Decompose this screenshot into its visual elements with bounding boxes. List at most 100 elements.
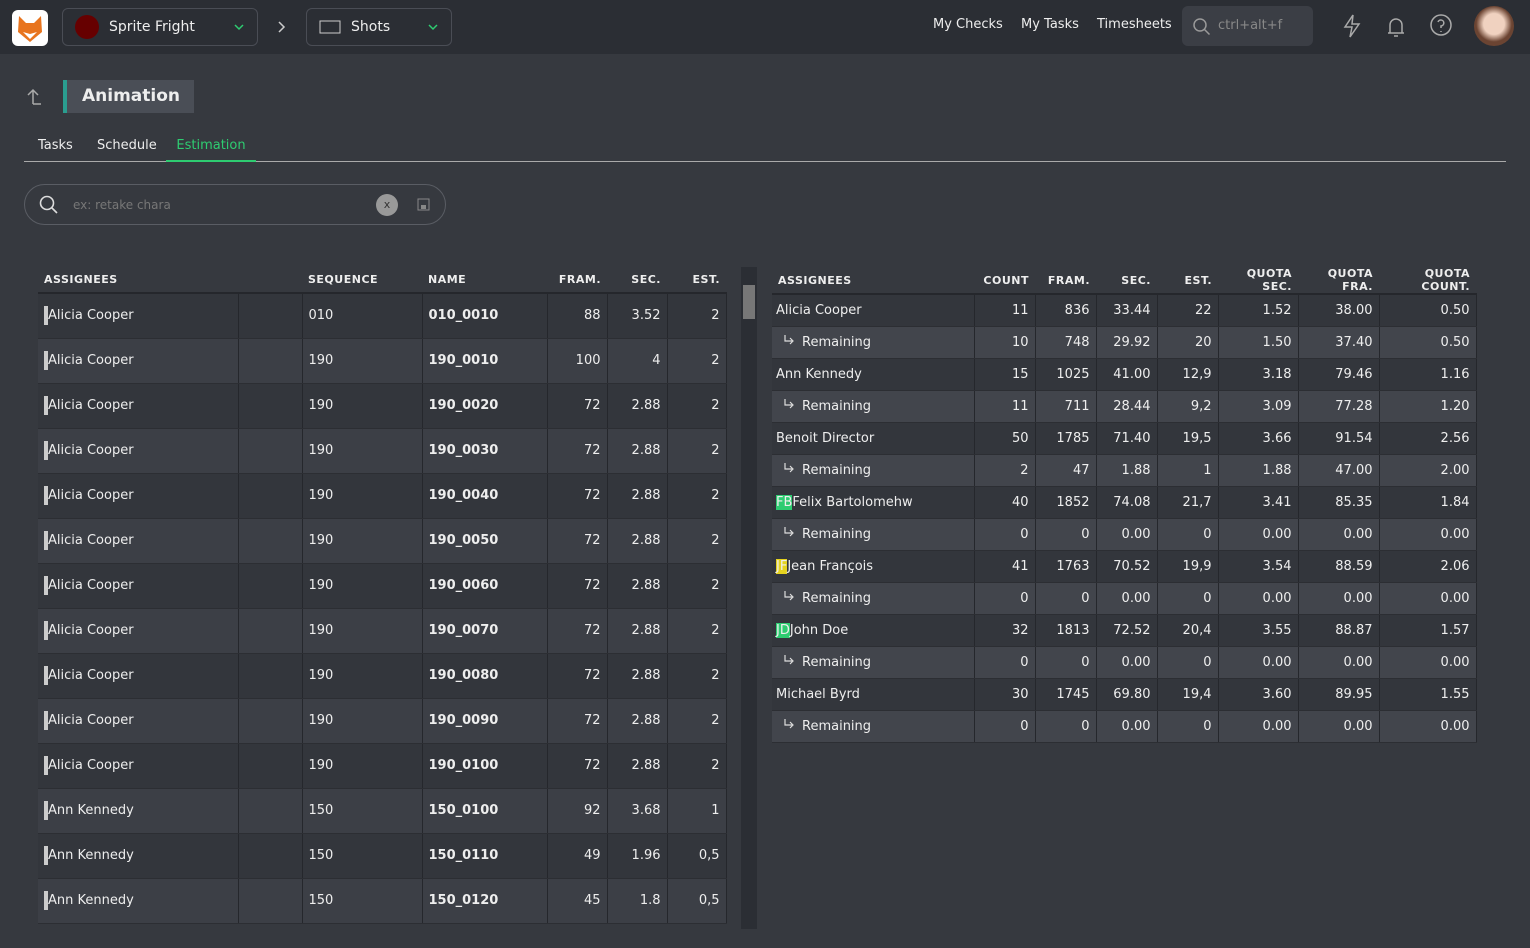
thumbnail-cell xyxy=(238,473,303,519)
section-name: Shots xyxy=(351,19,391,35)
shot-row: Ann Kennedy 150 150_0110 49 1.96 0,5 xyxy=(38,833,727,879)
scrollbar[interactable] xyxy=(741,267,757,929)
number-cell: 41 xyxy=(974,550,1036,583)
number-cell: 3.60 xyxy=(1218,678,1299,711)
remaining-row: Remaining 0 0 0.00 0 0.00 0.00 0.00 xyxy=(772,518,1477,551)
filter-box[interactable]: ex: retake chara x xyxy=(24,184,446,225)
number-cell: 1.50 xyxy=(1218,326,1299,359)
number-cell: 2.56 xyxy=(1379,422,1477,455)
nav-link[interactable]: My Tasks xyxy=(1021,17,1079,32)
shot-name: 190_0030 xyxy=(422,428,548,474)
number-cell: 72 xyxy=(547,563,608,609)
assignee-cell: Alicia Cooper xyxy=(38,473,239,519)
number-cell: 15 xyxy=(974,358,1036,391)
shot-name: 190_0040 xyxy=(422,473,548,519)
person-row: Ann Kennedy 15 1025 41.00 12,9 3.18 79.46 1.16 xyxy=(772,358,1477,391)
production-select[interactable]: Sprite Fright xyxy=(62,8,258,46)
assignee-name: Ann Kennedy xyxy=(48,848,134,863)
number-cell: 0.00 xyxy=(1096,646,1158,679)
assignee-cell: Remaining xyxy=(772,326,975,359)
assignee-name: Ann Kennedy xyxy=(48,893,134,908)
search-box[interactable]: ctrl+alt+f xyxy=(1182,6,1313,46)
sequence: 190 xyxy=(302,743,423,789)
number-cell: 2 xyxy=(667,338,727,384)
number-cell: 1.52 xyxy=(1218,294,1299,327)
number-cell: 1785 xyxy=(1035,422,1097,455)
assignee-name: Remaining xyxy=(802,719,872,734)
avatar xyxy=(44,846,48,865)
number-cell: 79.46 xyxy=(1298,358,1380,391)
number-cell: 2.88 xyxy=(607,653,668,699)
remaining-arrow xyxy=(784,463,794,473)
number-cell: 38.00 xyxy=(1298,294,1380,327)
thumbnail-cell xyxy=(238,608,303,654)
assignee-name: Alicia Cooper xyxy=(48,443,134,458)
assignee-name: Remaining xyxy=(802,335,872,350)
toolbar-icons[interactable] xyxy=(1340,13,1460,39)
back-button[interactable] xyxy=(24,86,44,106)
tab-active[interactable]: Estimation xyxy=(166,138,256,162)
assignee-name: Alicia Cooper xyxy=(48,533,134,548)
production-icon xyxy=(75,15,99,39)
assignee-cell: Remaining xyxy=(772,518,975,551)
thumbnail-cell xyxy=(238,833,303,879)
assignee-name: Alicia Cooper xyxy=(48,353,134,368)
tab[interactable]: Schedule xyxy=(97,138,157,153)
avatar xyxy=(44,891,48,910)
shot-name: 190_0080 xyxy=(422,653,548,699)
shot-name: 150_0120 xyxy=(422,878,548,924)
shot-row: Alicia Cooper 190 190_0070 72 2.88 2 xyxy=(38,608,727,654)
number-cell: 1 xyxy=(667,788,727,834)
number-cell: 0 xyxy=(1035,646,1097,679)
number-cell: 0.50 xyxy=(1379,326,1477,359)
tab[interactable]: Tasks xyxy=(38,138,73,153)
save-icon[interactable] xyxy=(417,198,431,212)
assignee-cell: Ann Kennedy xyxy=(38,788,239,834)
sequence: 190 xyxy=(302,428,423,474)
number-cell: 3.18 xyxy=(1218,358,1299,391)
number-cell: 47 xyxy=(1035,454,1097,487)
thumbnail-cell xyxy=(238,338,303,384)
number-cell: 0 xyxy=(1035,710,1097,743)
number-cell: 72 xyxy=(547,383,608,429)
thumbnail-cell xyxy=(238,743,303,789)
number-cell: 0.00 xyxy=(1218,646,1299,679)
assignee-cell: Alicia Cooper xyxy=(38,608,239,654)
remaining-row: Remaining 2 47 1.88 1 1.88 47.00 2.00 xyxy=(772,454,1477,487)
number-cell: 2.06 xyxy=(1379,550,1477,583)
assignee-cell: JFJean François xyxy=(772,550,975,583)
shot-name: 190_0050 xyxy=(422,518,548,564)
nav-link[interactable]: Timesheets xyxy=(1097,17,1172,32)
shot-name: 150_0100 xyxy=(422,788,548,834)
user-avatar[interactable] xyxy=(1474,6,1514,46)
number-cell: 1852 xyxy=(1035,486,1097,519)
number-cell: 19,9 xyxy=(1157,550,1219,583)
number-cell: 49 xyxy=(547,833,608,879)
number-cell: 91.54 xyxy=(1298,422,1380,455)
top-bar: Sprite Fright Shots My Checks My Tasks T… xyxy=(0,0,1530,54)
assignee-cell: Alicia Cooper xyxy=(772,294,975,327)
number-cell: 74.08 xyxy=(1096,486,1158,519)
chevron xyxy=(234,24,244,31)
thumbnail-cell xyxy=(238,293,303,339)
person-row: Benoit Director 50 1785 71.40 19,5 3.66 91.54 2… xyxy=(772,422,1477,455)
number-cell: 0.00 xyxy=(1218,710,1299,743)
number-cell: 711 xyxy=(1035,390,1097,423)
tabs-line xyxy=(24,161,1506,162)
filter-placeholder: ex: retake chara xyxy=(73,198,171,212)
clear-button[interactable]: x xyxy=(376,194,398,216)
number-cell: 10 xyxy=(974,326,1036,359)
section-select[interactable]: Shots xyxy=(306,8,452,46)
remaining-row: Remaining 0 0 0.00 0 0.00 0.00 0.00 xyxy=(772,582,1477,615)
assignee-name: Alicia Cooper xyxy=(48,713,134,728)
number-cell: 1.16 xyxy=(1379,358,1477,391)
number-cell: 2.88 xyxy=(607,383,668,429)
nav-link[interactable]: My Checks xyxy=(933,17,1003,32)
number-cell: 1025 xyxy=(1035,358,1097,391)
avatar xyxy=(44,351,48,370)
avatar xyxy=(44,666,48,685)
shot-name: 190_0070 xyxy=(422,608,548,654)
logo[interactable] xyxy=(12,10,48,46)
number-cell: 0.00 xyxy=(1096,710,1158,743)
scroll-thumb[interactable] xyxy=(743,285,755,319)
